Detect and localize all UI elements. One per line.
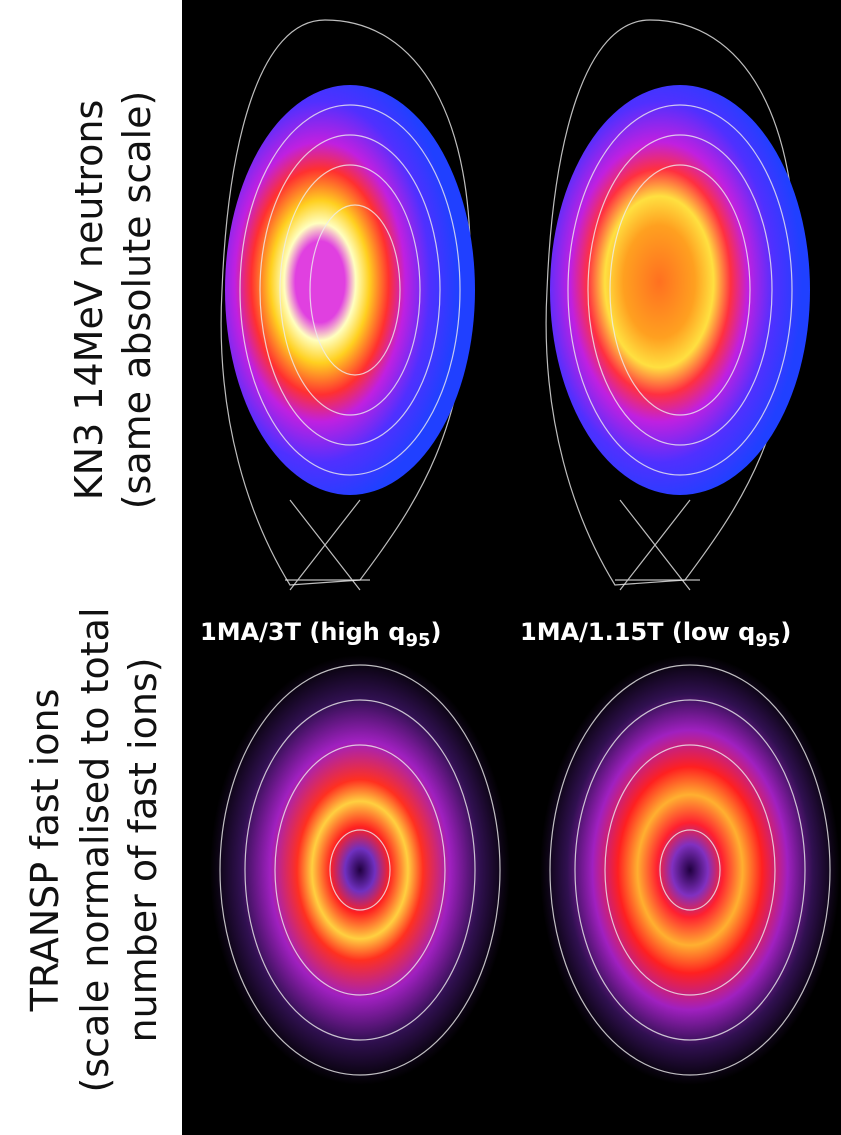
- fast-ion-map: [540, 655, 840, 1085]
- row-label: number of fast ions): [121, 657, 165, 1042]
- neutron-map: [545, 19, 810, 591]
- neutron-map: [220, 19, 475, 591]
- column-caption: 1MA/3T (high q95): [200, 618, 441, 651]
- row-label: (scale normalised to total: [73, 607, 117, 1092]
- fast-ion-map: [210, 655, 510, 1085]
- row-label: (same absolute scale): [115, 91, 159, 510]
- row-label: KN3 14MeV neutrons: [67, 100, 111, 501]
- row-label: TRANSP fast ions: [23, 689, 67, 1013]
- column-caption: 1MA/1.15T (low q95): [520, 618, 791, 651]
